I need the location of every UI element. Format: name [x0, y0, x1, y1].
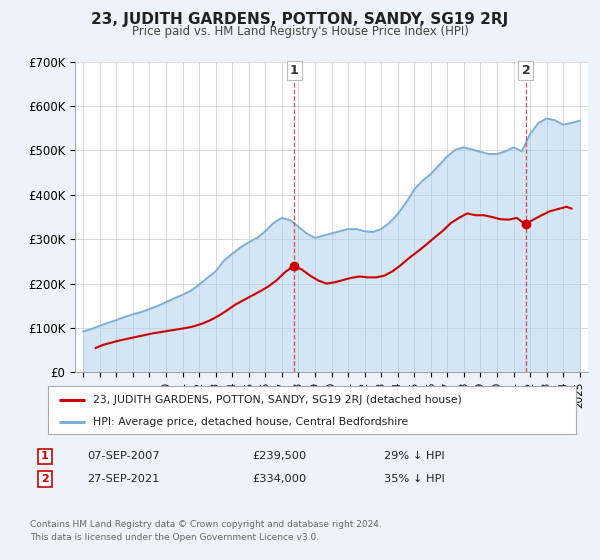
- Text: 2: 2: [41, 474, 49, 484]
- Text: 1: 1: [41, 451, 49, 461]
- Text: 2: 2: [521, 64, 530, 77]
- Text: HPI: Average price, detached house, Central Bedfordshire: HPI: Average price, detached house, Cent…: [93, 417, 408, 427]
- Text: 29% ↓ HPI: 29% ↓ HPI: [384, 451, 445, 461]
- Text: 23, JUDITH GARDENS, POTTON, SANDY, SG19 2RJ: 23, JUDITH GARDENS, POTTON, SANDY, SG19 …: [91, 12, 509, 27]
- Text: £334,000: £334,000: [252, 474, 306, 484]
- Text: Contains HM Land Registry data © Crown copyright and database right 2024.: Contains HM Land Registry data © Crown c…: [30, 520, 382, 529]
- Text: 23, JUDITH GARDENS, POTTON, SANDY, SG19 2RJ (detached house): 23, JUDITH GARDENS, POTTON, SANDY, SG19 …: [93, 395, 462, 405]
- Text: 07-SEP-2007: 07-SEP-2007: [87, 451, 160, 461]
- Text: 1: 1: [290, 64, 299, 77]
- Text: 35% ↓ HPI: 35% ↓ HPI: [384, 474, 445, 484]
- Text: £239,500: £239,500: [252, 451, 306, 461]
- Text: Price paid vs. HM Land Registry's House Price Index (HPI): Price paid vs. HM Land Registry's House …: [131, 25, 469, 38]
- Text: This data is licensed under the Open Government Licence v3.0.: This data is licensed under the Open Gov…: [30, 533, 319, 542]
- Text: 27-SEP-2021: 27-SEP-2021: [87, 474, 160, 484]
